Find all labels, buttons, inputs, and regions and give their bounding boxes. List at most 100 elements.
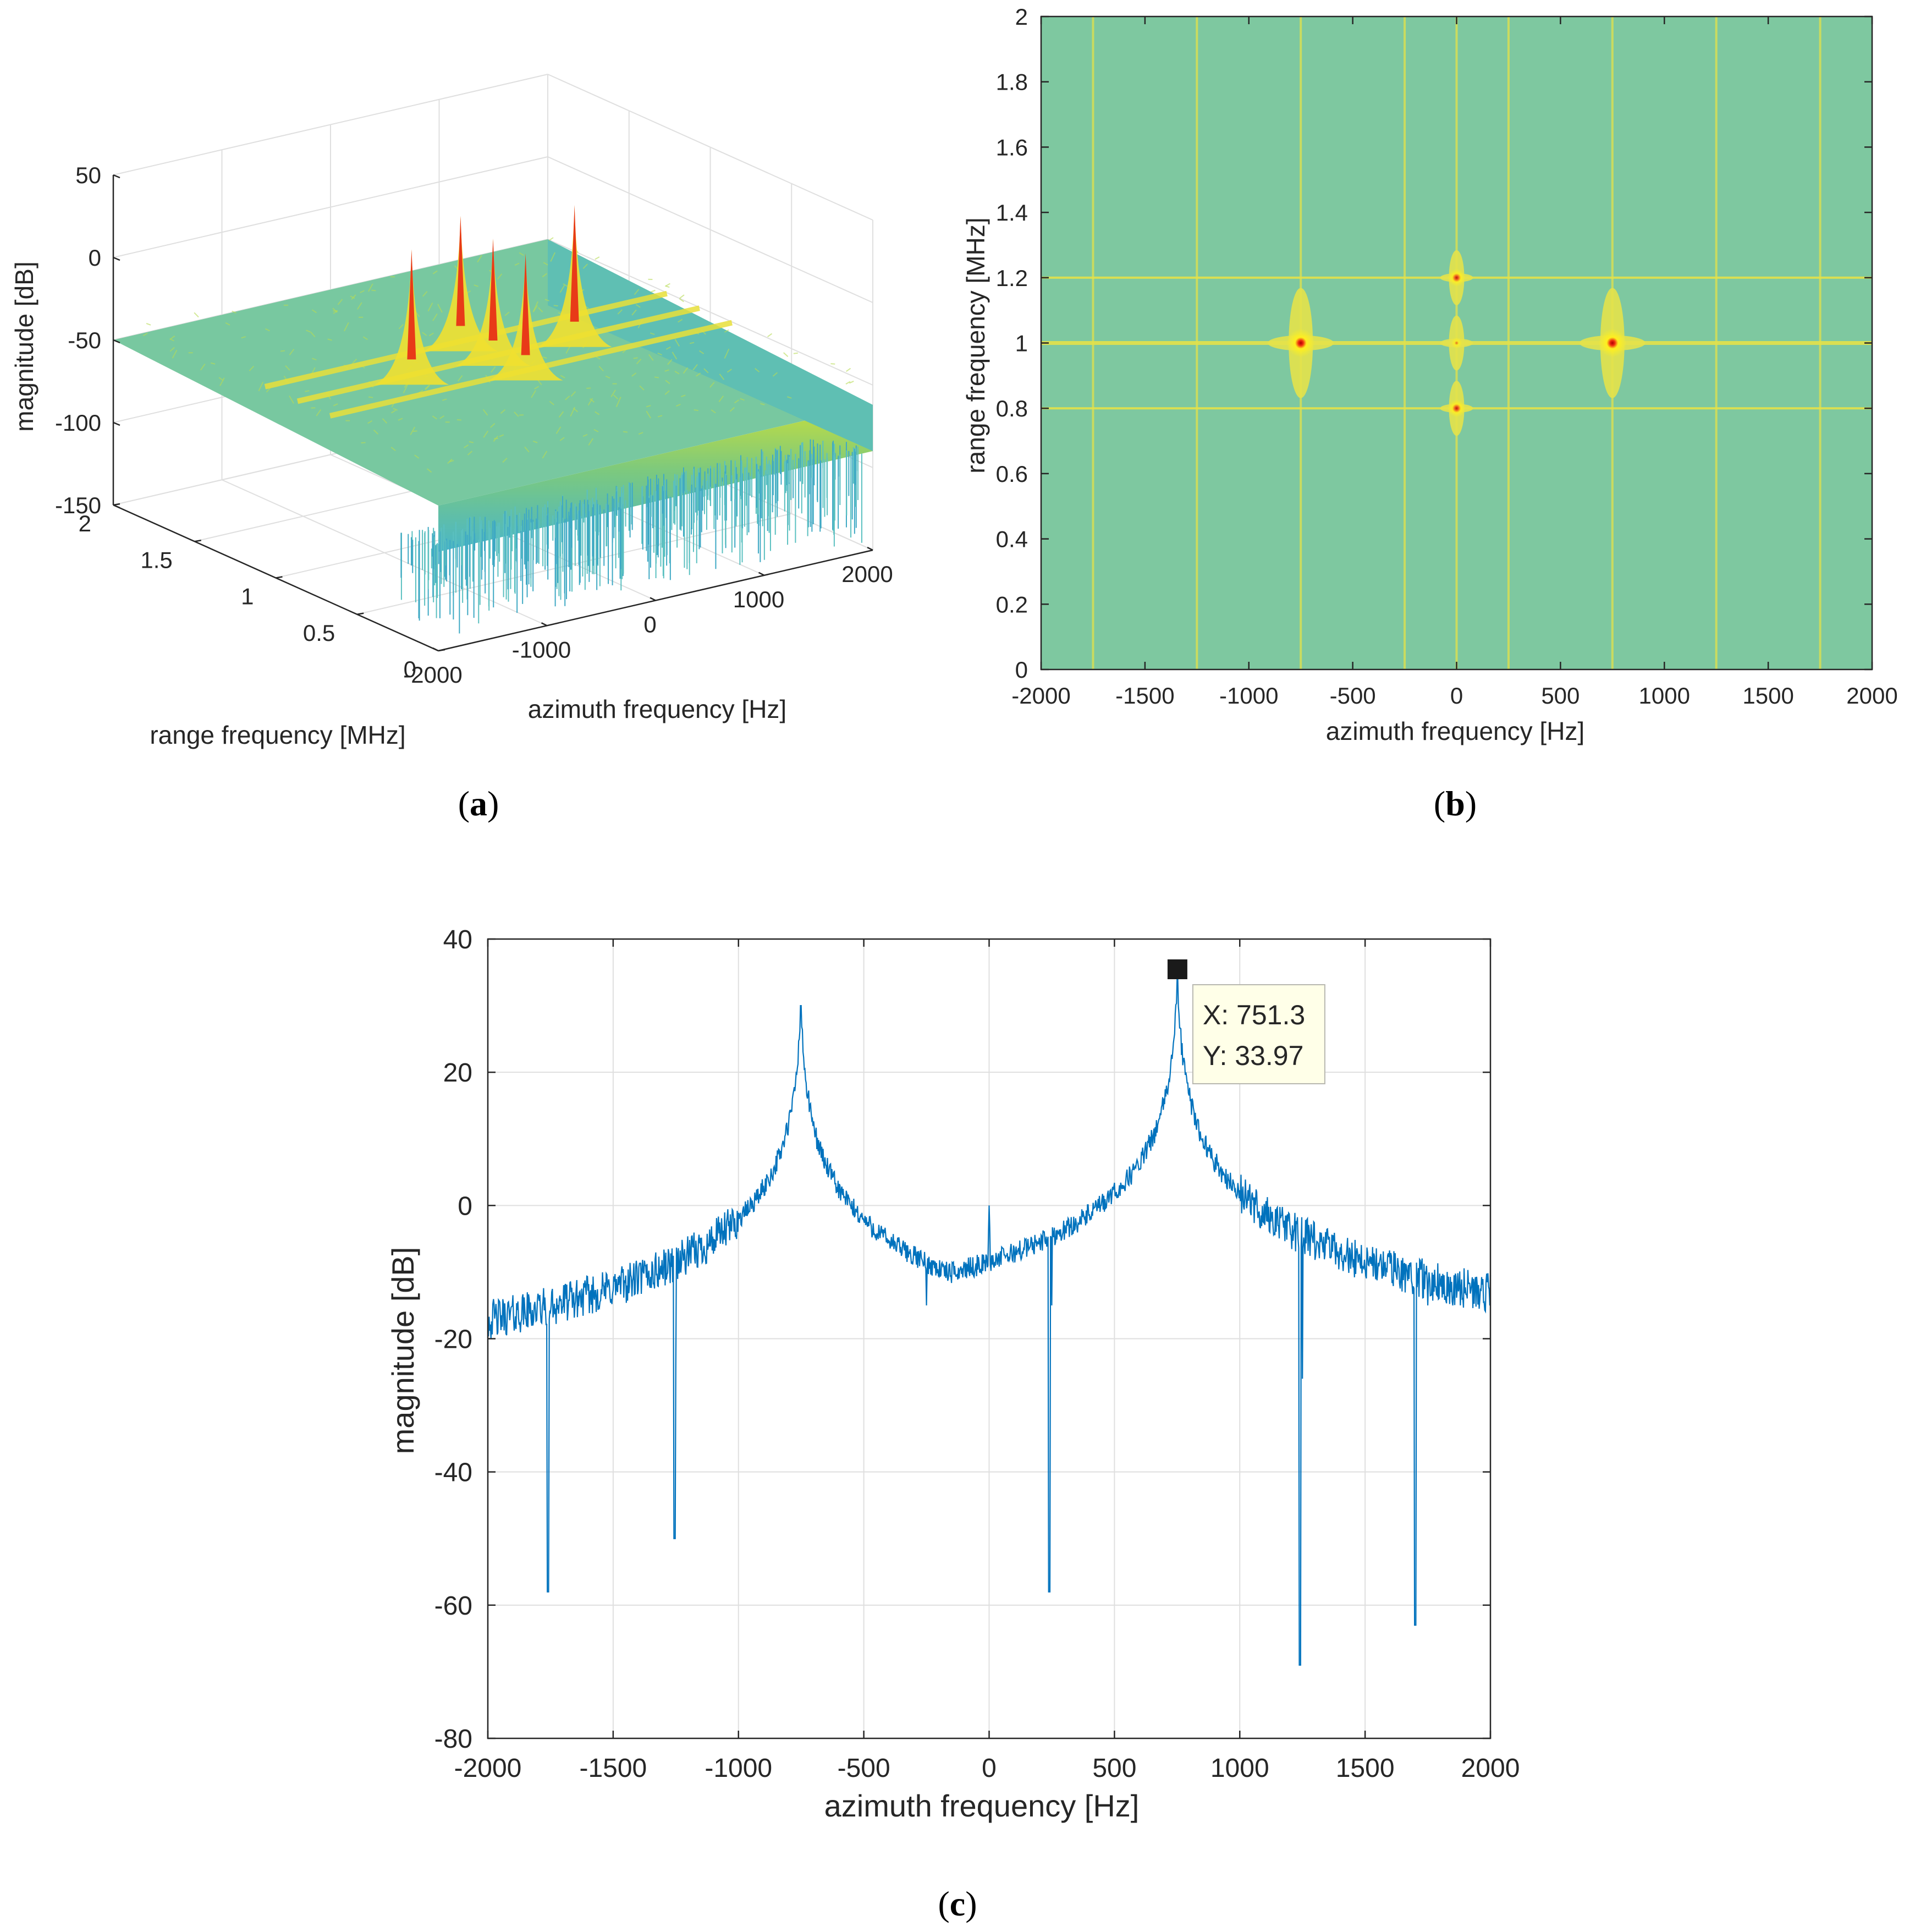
surface-texture (657, 415, 663, 418)
surface-x-tick-mark (867, 546, 873, 551)
surface-texture (596, 356, 601, 360)
heatmap-y-tick-label: 0.6 (996, 461, 1028, 487)
caption-a: (a) (458, 784, 499, 823)
surface-texture (582, 433, 588, 437)
surface-texture (361, 442, 366, 444)
surface-x-tick-label: 2000 (841, 561, 893, 587)
surface-sidewall-gridline (547, 239, 873, 386)
surface-z-tick-mark (113, 421, 120, 426)
surface-texture (368, 396, 373, 398)
heatmap-y-tick-label: 1.6 (996, 134, 1028, 160)
heatmap-y-tick-label: 1 (1015, 331, 1028, 356)
surface-texture (142, 332, 148, 337)
heatmap-x-tick-label: 1500 (1742, 683, 1793, 709)
surface-texture (524, 446, 530, 453)
surface-texture (425, 385, 430, 391)
surface-texture (767, 333, 773, 338)
surface-texture (437, 304, 443, 313)
heatmap-ylabel: range frequency [MHz] (961, 217, 990, 473)
surface-texture (783, 352, 789, 357)
surface-texture (371, 289, 376, 292)
surface-texture (595, 256, 600, 260)
surface-texture (679, 298, 684, 303)
heatmap-peaks (1268, 250, 1646, 436)
surface-texture (699, 350, 705, 354)
surface-texture (442, 398, 447, 401)
surface-texture (373, 429, 379, 435)
line-chart-y-tick-label: 40 (443, 925, 472, 954)
surface-texture (333, 310, 338, 314)
surface-texture (793, 352, 798, 354)
heatmap-peak (1286, 328, 1316, 358)
surface-texture (258, 381, 264, 392)
surface-texture (169, 338, 174, 342)
surface-texture (306, 330, 311, 333)
surface-texture (665, 283, 670, 287)
surface-texture (593, 429, 599, 432)
surface-texture (493, 437, 498, 440)
surface-plot-panel: -2000 -1000 0 1000 2000 0 0.5 1 1.5 2-150 -100 -50 0… (10, 74, 893, 749)
surface-sidewall-gridline (547, 156, 873, 303)
surface-texture (553, 305, 558, 307)
surface-texture (225, 322, 230, 326)
heatmap-y-tick-label: 2 (1015, 4, 1028, 30)
surface-texture (532, 305, 538, 312)
surface-texture (657, 352, 663, 356)
surface-y-tick-mark (357, 612, 364, 615)
surface-z-tick-label: 0 (89, 245, 101, 271)
line-chart-y-tick-label: 0 (458, 1192, 472, 1221)
surface-sidewall-gridline (547, 74, 873, 221)
surface-y-tick-label: 2 (79, 511, 91, 536)
surface-floor-gridline (357, 513, 792, 615)
surface-y-tick-label: 0.5 (303, 620, 335, 646)
surface-texture (845, 381, 851, 385)
surface-peak (407, 249, 416, 360)
surface-texture (232, 310, 236, 314)
series-line (487, 978, 1492, 1666)
surface-texture (432, 313, 438, 321)
surface-y-tick-label: 1.5 (140, 547, 172, 573)
surface-texture (289, 395, 294, 404)
surface-y-tick-label: 0 (404, 656, 416, 682)
surface-texture (646, 405, 651, 408)
surface-texture (665, 380, 670, 385)
heatmap-y-tick-label: 0.8 (996, 396, 1028, 421)
surface-texture (696, 372, 701, 377)
surface-plot-ticks: -2000 -1000 0 1000 2000 0 0.5 1 1.5 2-150 -100 -50 0… (55, 162, 893, 688)
surface-plot-surface (113, 237, 873, 634)
surface-zlabel: magnitude [dB] (10, 261, 38, 431)
surface-texture (432, 270, 438, 275)
surface-texture (367, 420, 373, 424)
surface-texture (729, 407, 735, 412)
surface-texture (390, 409, 396, 414)
surface-texture (169, 347, 175, 352)
datatip[interactable]: X: 751.3 Y: 33.97 (1192, 984, 1325, 1085)
surface-y-tick-mark (438, 649, 445, 652)
surface-z-tick-label: -100 (55, 410, 101, 436)
surface-texture (846, 367, 851, 372)
surface-texture (491, 366, 496, 373)
surface-texture (542, 356, 547, 359)
surface-texture (289, 349, 295, 355)
line-chart-x-tick-label: 2000 (1461, 1754, 1520, 1783)
caption-b-letter: b (1445, 784, 1465, 823)
surface-texture (595, 411, 600, 415)
surface-z-tick-mark (113, 339, 120, 344)
heatmap-x-tick-label: -500 (1330, 683, 1376, 709)
heatmap-peak (1451, 337, 1462, 349)
surface-texture (490, 422, 496, 428)
surface-texture (482, 409, 488, 416)
surface-texture (474, 284, 478, 287)
surface-texture (333, 403, 338, 407)
datatip-marker[interactable] (1167, 959, 1187, 980)
surface-texture (692, 364, 698, 371)
surface-texture (432, 415, 437, 420)
surface-x-tick-mark (541, 622, 548, 627)
surface-texture (327, 338, 332, 341)
line-chart-x-tick-label: 500 (1092, 1754, 1136, 1783)
surface-texture (467, 451, 473, 455)
surface-texture (367, 283, 373, 292)
surface-texture (449, 460, 454, 463)
surface-x-tick-label: 0 (643, 612, 656, 638)
